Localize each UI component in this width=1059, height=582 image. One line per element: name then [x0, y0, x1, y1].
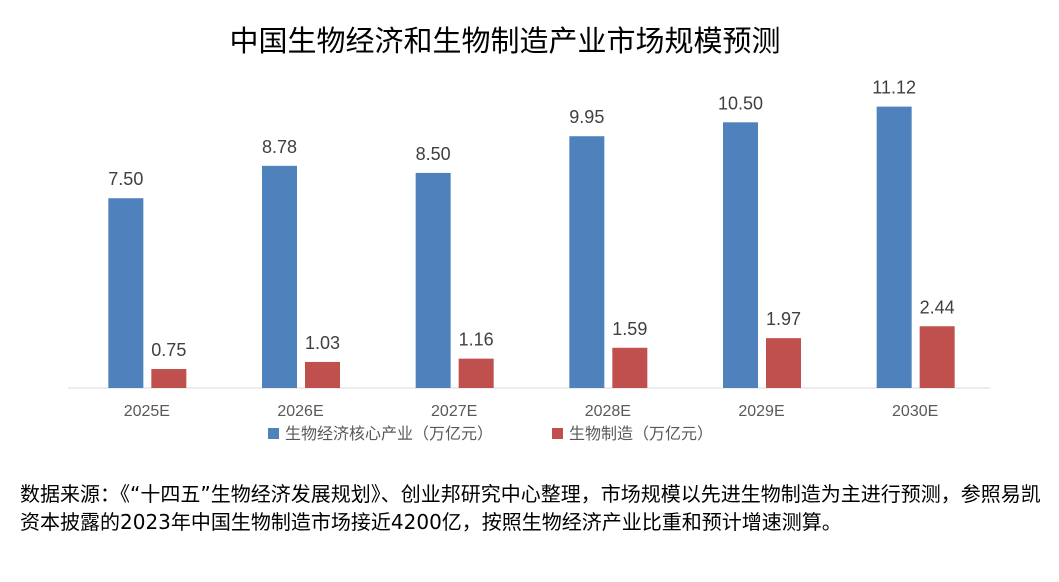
data-label-bio-economy-core: 9.95 — [569, 107, 604, 127]
bar-bio-manufacturing — [919, 326, 955, 388]
data-label-bio-manufacturing: 1.03 — [305, 333, 340, 353]
source-note: 数据来源：《“十四五”生物经济发展规划》、创业邦研究中心整理，市场规模以先进生物… — [20, 482, 1041, 534]
x-tick-label: 2027E — [431, 403, 477, 420]
bar-bio-manufacturing — [458, 358, 494, 388]
data-label-bio-manufacturing: 2.44 — [920, 297, 955, 317]
bar-bio-manufacturing — [766, 338, 801, 388]
bar-bio-economy-core — [108, 198, 144, 388]
legend-swatch — [552, 428, 563, 439]
x-tick-label: 2025E — [124, 403, 170, 420]
bar-bio-economy-core — [569, 136, 605, 388]
bar-bio-manufacturing — [612, 347, 648, 388]
legend-label-bio-manufacturing: 生物制造（万亿元） — [569, 424, 713, 443]
bar-bio-economy-core — [262, 165, 297, 388]
data-label-bio-manufacturing: 0.75 — [151, 340, 186, 360]
data-label-bio-economy-core: 8.50 — [416, 144, 451, 164]
bar-bio-economy-core — [876, 106, 912, 388]
bar-bio-economy-core — [723, 122, 758, 388]
data-label-bio-manufacturing: 1.97 — [766, 309, 801, 329]
x-tick-label: 2030E — [892, 403, 938, 420]
chart-title: 中国生物经济和生物制造产业市场规模预测 — [229, 24, 781, 58]
data-label-bio-economy-core: 8.78 — [262, 137, 297, 157]
legend-swatch — [268, 428, 279, 439]
data-label-bio-manufacturing: 1.16 — [459, 330, 494, 350]
data-label-bio-manufacturing: 1.59 — [612, 319, 647, 339]
bar-bio-manufacturing — [151, 369, 187, 388]
bar-bio-economy-core — [415, 172, 451, 388]
data-label-bio-economy-core: 11.12 — [872, 78, 916, 98]
x-tick-label: 2026E — [277, 403, 323, 420]
legend-label-bio-economy-core: 生物经济核心产业（万亿元） — [285, 424, 493, 443]
data-label-bio-economy-core: 7.50 — [108, 169, 143, 189]
bar-bio-manufacturing — [305, 361, 340, 388]
x-tick-label: 2028E — [585, 403, 631, 420]
bar-chart: 7.50 0.75 2025E 8.78 1.03 2026E 8.50 1.16 2027E 9… — [68, 78, 990, 443]
x-tick-label: 2029E — [738, 403, 784, 420]
data-label-bio-economy-core: 10.50 — [718, 93, 763, 113]
